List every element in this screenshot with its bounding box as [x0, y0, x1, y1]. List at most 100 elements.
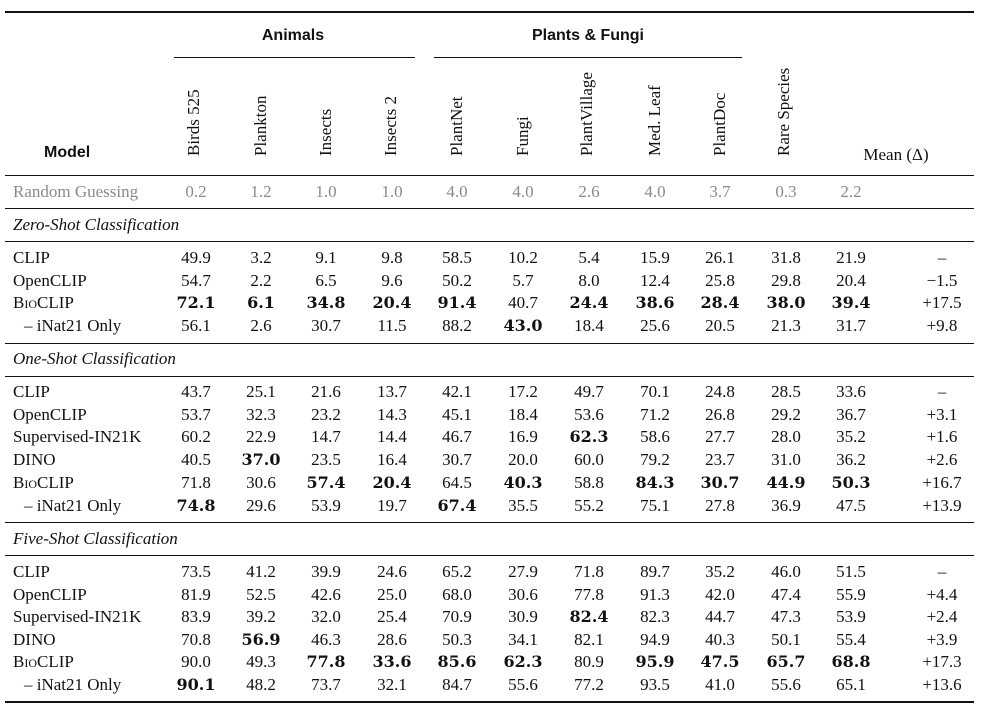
delta-cell: +3.1 [926, 405, 958, 424]
table-cell: 3.7 [709, 182, 731, 201]
table-cell: 35.5 [508, 496, 538, 515]
table-cell: 47.4 [771, 585, 801, 604]
column-header: PlantNet [447, 96, 466, 157]
table-cell: 25.4 [377, 607, 407, 626]
row-label: Random Guessing [13, 182, 139, 201]
table-cell: 46.7 [442, 427, 472, 446]
table-cell: 71.2 [640, 405, 670, 424]
table-cell: 9.6 [381, 271, 403, 290]
table-cell: 28.0 [771, 427, 801, 446]
table-cell: 77.8 [306, 652, 346, 671]
table-cell: 55.6 [771, 675, 801, 694]
table-cell: 65.2 [442, 562, 472, 581]
table-cell: 39.4 [831, 293, 871, 312]
table-cell: 91.4 [437, 293, 477, 312]
column-header: Rare Species [774, 67, 793, 156]
table-cell: 70.8 [181, 630, 211, 649]
table-cell: 55.2 [574, 496, 604, 515]
table-cell: 34.1 [508, 630, 538, 649]
table-cell: 29.8 [771, 271, 801, 290]
table-cell: 24.8 [705, 382, 735, 401]
table-cell: 21.9 [836, 248, 866, 267]
table-cell: 40.7 [508, 293, 538, 312]
table-cell: 58.5 [442, 248, 472, 267]
delta-cell: – [937, 248, 947, 267]
table-cell: 39.9 [311, 562, 341, 581]
model-header: Model [44, 144, 91, 161]
table-rule [5, 343, 974, 344]
table-cell: 33.6 [372, 652, 412, 671]
table-cell: 16.4 [377, 450, 407, 469]
table-cell: 50.3 [442, 630, 472, 649]
table-cell: 24.4 [569, 293, 609, 312]
table-cell: 81.9 [181, 585, 211, 604]
table-cell: 65.7 [766, 652, 806, 671]
table-cell: 36.7 [836, 405, 866, 424]
table-cell: 2.2 [840, 182, 862, 201]
table-cell: 32.0 [311, 607, 341, 626]
table-cell: 54.7 [181, 271, 211, 290]
table-cell: 31.0 [771, 450, 801, 469]
delta-cell: +16.7 [922, 473, 962, 492]
row-label: – iNat21 Only [24, 496, 122, 515]
table-cell: 2.6 [578, 182, 600, 201]
table-rule [434, 57, 742, 58]
table-cell: 55.4 [836, 630, 866, 649]
table-cell: 43.0 [503, 316, 543, 335]
table-cell: 53.6 [574, 405, 604, 424]
table-cell: 41.0 [705, 675, 735, 694]
delta-cell: +2.6 [926, 450, 958, 469]
table-cell: 27.7 [705, 427, 735, 446]
table-cell: 12.4 [640, 271, 670, 290]
delta-cell: +9.8 [926, 316, 958, 335]
table-cell: 41.2 [246, 562, 276, 581]
table-cell: 71.8 [574, 562, 604, 581]
row-label: – iNat21 Only [24, 675, 122, 694]
table-cell: 44.9 [766, 473, 806, 492]
table-cell: 73.5 [181, 562, 211, 581]
table-cell: 28.6 [377, 630, 407, 649]
table-cell: 68.8 [831, 652, 871, 671]
table-cell: 46.3 [311, 630, 341, 649]
table-cell: 14.4 [377, 427, 407, 446]
table-cell: 28.4 [700, 293, 740, 312]
table-cell: 5.7 [512, 271, 534, 290]
table-cell: 83.9 [181, 607, 211, 626]
table-cell: 18.4 [508, 405, 538, 424]
delta-cell: – [937, 382, 947, 401]
table-cell: 30.7 [700, 473, 740, 492]
delta-cell: +2.4 [926, 607, 958, 626]
table-cell: 1.0 [315, 182, 337, 201]
table-cell: 28.5 [771, 382, 801, 401]
table-cell: 85.6 [437, 652, 477, 671]
table-cell: 42.6 [311, 585, 341, 604]
table-cell: 60.2 [181, 427, 211, 446]
table-cell: 77.8 [574, 585, 604, 604]
table-cell: 21.6 [311, 382, 341, 401]
table-cell: 32.3 [246, 405, 276, 424]
table-cell: 55.9 [836, 585, 866, 604]
table-cell: 37.0 [241, 450, 281, 469]
table-rule [5, 175, 974, 176]
table-cell: 4.0 [512, 182, 534, 201]
table-cell: 52.5 [246, 585, 276, 604]
table-cell: 27.9 [508, 562, 538, 581]
table-cell: 82.1 [574, 630, 604, 649]
column-header: Insects [316, 108, 335, 156]
table-cell: 67.4 [437, 496, 477, 515]
table-rule [5, 208, 974, 209]
table-cell: 70.9 [442, 607, 472, 626]
table-cell: 4.0 [644, 182, 666, 201]
column-header: Plankton [251, 95, 270, 156]
delta-cell: – [937, 562, 947, 581]
column-header: PlantVillage [577, 72, 596, 156]
row-label: OpenCLIP [13, 271, 87, 290]
table-cell: 24.6 [377, 562, 407, 581]
table-cell: 30.7 [311, 316, 341, 335]
table-cell: 25.0 [377, 585, 407, 604]
table-cell: 4.0 [446, 182, 468, 201]
table-cell: 45.1 [442, 405, 472, 424]
table-cell: 56.1 [181, 316, 211, 335]
table-cell: 25.6 [640, 316, 670, 335]
table-cell: 11.5 [377, 316, 407, 335]
